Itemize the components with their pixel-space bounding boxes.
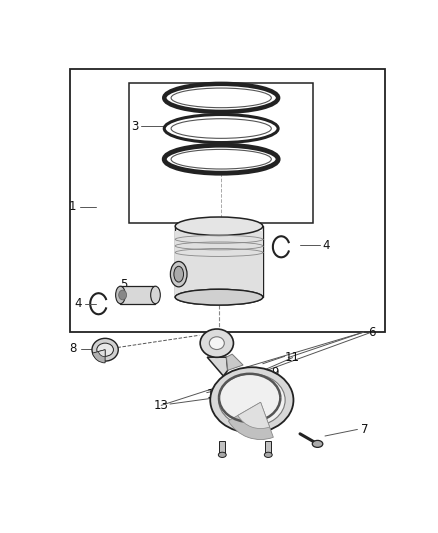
Polygon shape (226, 354, 243, 370)
Ellipse shape (119, 290, 127, 300)
Text: 13: 13 (154, 399, 169, 412)
Ellipse shape (175, 217, 263, 236)
Ellipse shape (218, 452, 226, 457)
Text: 3: 3 (131, 120, 138, 133)
Wedge shape (238, 402, 270, 429)
Bar (70, 69, 385, 332)
Ellipse shape (97, 343, 113, 356)
Ellipse shape (164, 145, 278, 173)
Ellipse shape (116, 286, 125, 304)
Ellipse shape (92, 338, 118, 361)
Text: 12: 12 (206, 388, 221, 401)
Ellipse shape (264, 452, 272, 457)
Ellipse shape (170, 262, 187, 287)
Ellipse shape (151, 286, 160, 304)
Ellipse shape (312, 440, 323, 447)
Ellipse shape (174, 266, 184, 282)
Ellipse shape (175, 289, 263, 305)
Text: 1: 1 (68, 200, 76, 213)
Ellipse shape (175, 289, 263, 305)
Bar (219, 441, 225, 455)
Text: 4: 4 (74, 297, 82, 310)
Text: 8: 8 (70, 342, 77, 356)
Polygon shape (207, 357, 228, 376)
Ellipse shape (209, 337, 224, 350)
Ellipse shape (164, 84, 278, 112)
Text: 7: 7 (360, 423, 368, 436)
Wedge shape (92, 350, 105, 363)
Ellipse shape (200, 329, 233, 357)
Text: 4: 4 (322, 239, 330, 252)
Ellipse shape (164, 115, 278, 142)
Text: 6: 6 (367, 326, 375, 338)
Text: 9: 9 (271, 366, 279, 379)
Bar (265, 441, 271, 455)
Text: 5: 5 (120, 278, 127, 290)
Wedge shape (99, 350, 105, 357)
Ellipse shape (219, 374, 285, 426)
Bar (129, 83, 313, 223)
Ellipse shape (210, 367, 293, 433)
Text: 10: 10 (246, 377, 261, 390)
Text: 11: 11 (285, 351, 300, 364)
Bar (120, 286, 155, 304)
Wedge shape (228, 402, 273, 440)
Bar (175, 231, 263, 297)
